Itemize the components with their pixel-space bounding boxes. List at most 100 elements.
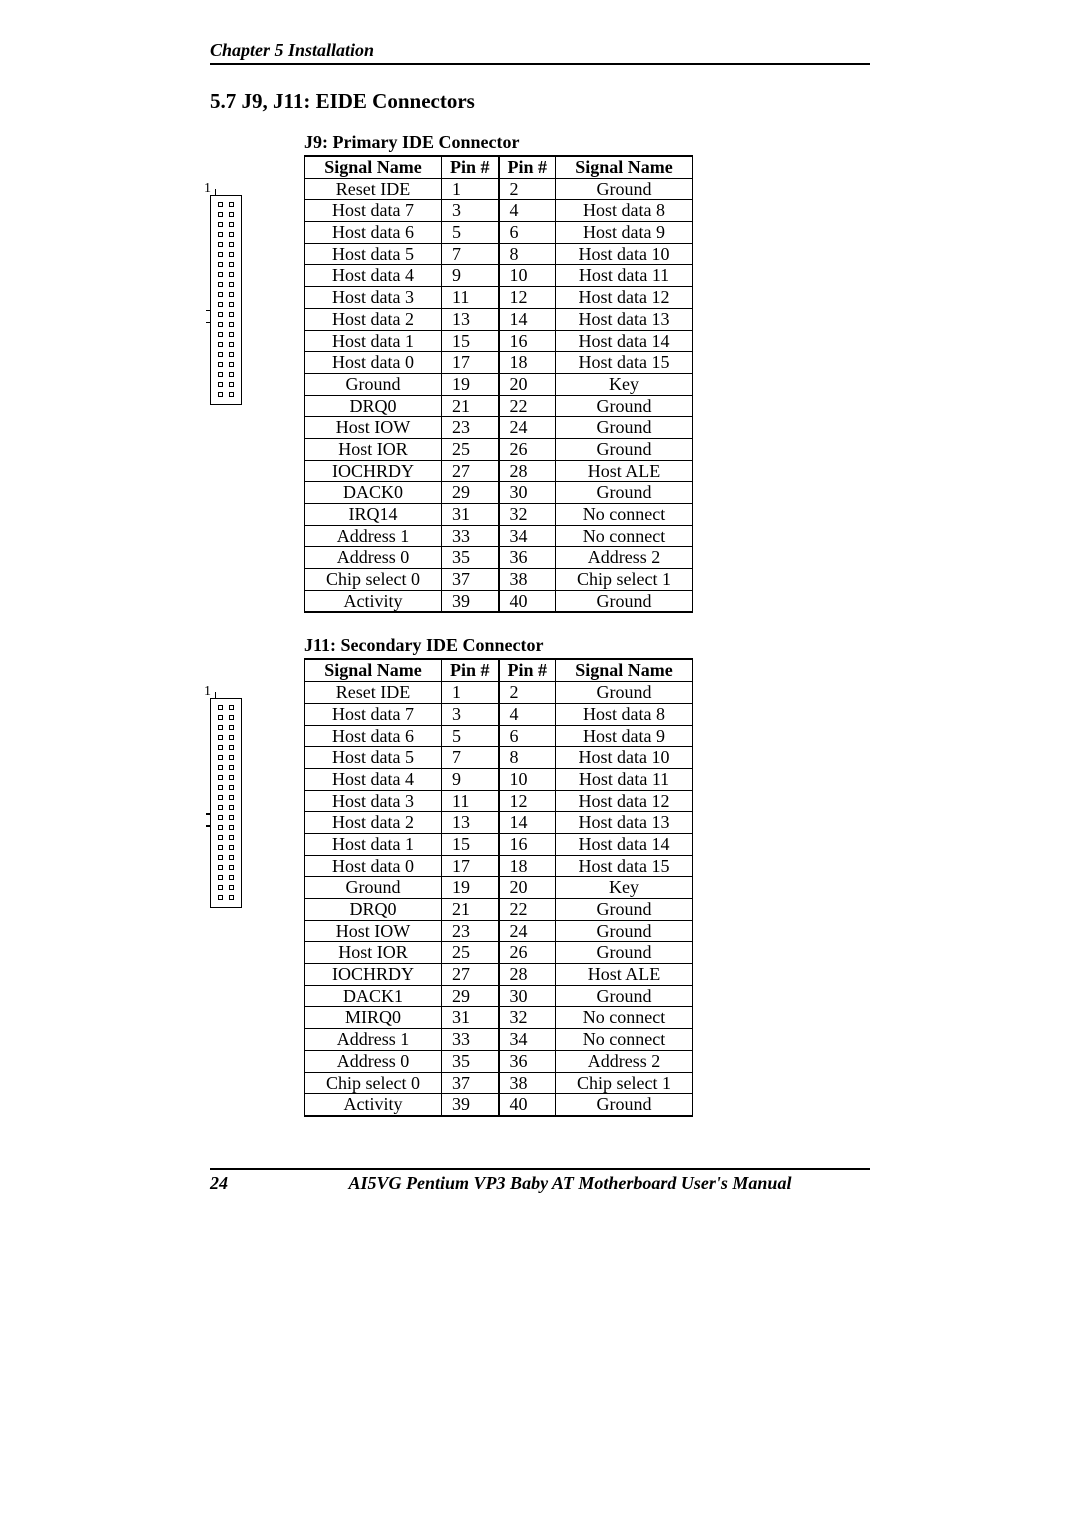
pin-icon	[218, 845, 223, 850]
pin-number-cell: 18	[499, 352, 556, 374]
signal-name-cell: Host IOR	[305, 438, 442, 460]
pin-number-cell: 25	[442, 438, 499, 460]
signal-name-cell: Ground	[305, 373, 442, 395]
table-row: Host data 4910Host data 11	[305, 768, 693, 790]
pin-number-cell: 38	[499, 1072, 556, 1094]
pin-row	[218, 202, 234, 207]
pin-icon	[218, 332, 223, 337]
table-row: Host data 21314Host data 13	[305, 308, 693, 330]
pin-icon	[229, 272, 234, 277]
table-row: Host data 578Host data 10	[305, 243, 693, 265]
pin-number-cell: 23	[442, 920, 499, 942]
pin-icon	[229, 382, 234, 387]
pin-number-cell: 17	[442, 352, 499, 374]
signal-name-cell: IRQ14	[305, 504, 442, 526]
pin-row	[218, 262, 234, 267]
pin-number-cell: 24	[499, 417, 556, 439]
signal-name-cell: Key	[556, 877, 693, 899]
signal-name-cell: Chip select 1	[556, 1072, 693, 1094]
pin-row	[218, 392, 234, 397]
pin-row	[218, 362, 234, 367]
page-footer: 24 AI5VG Pentium VP3 Baby AT Motherboard…	[210, 1168, 870, 1194]
pin-number-cell: 30	[499, 985, 556, 1007]
pin-icon	[218, 252, 223, 257]
tick-mark	[206, 813, 211, 814]
pin-icon	[218, 755, 223, 760]
signal-name-cell: Host data 1	[305, 330, 442, 352]
signal-name-cell: DRQ0	[305, 395, 442, 417]
pin-number-cell: 5	[442, 725, 499, 747]
j11-block: 1 Signal NamePin #Pin #Signal NameReset …	[210, 658, 870, 1116]
table-row: Chip select 03738Chip select 1	[305, 1072, 693, 1094]
table-row: Reset IDE12Ground	[305, 178, 693, 200]
section-title: 5.7 J9, J11: EIDE Connectors	[210, 89, 870, 114]
pin-number-cell: 36	[499, 1050, 556, 1072]
pin-row	[218, 232, 234, 237]
pin-number-cell: 39	[442, 590, 499, 612]
column-header: Pin #	[442, 156, 499, 178]
pin-number-cell: 22	[499, 899, 556, 921]
pin-number-cell: 28	[499, 964, 556, 986]
pin-icon	[229, 885, 234, 890]
pin-number-cell: 2	[499, 178, 556, 200]
pin-number-cell: 37	[442, 569, 499, 591]
pin-icon	[229, 242, 234, 247]
pin-icon	[229, 222, 234, 227]
pin-row	[218, 372, 234, 377]
pin-row	[218, 212, 234, 217]
pin-icon	[218, 715, 223, 720]
pin-row	[218, 282, 234, 287]
pin-number-cell: 26	[499, 438, 556, 460]
pin-icon	[229, 392, 234, 397]
table-row: Host data 21314Host data 13	[305, 812, 693, 834]
signal-name-cell: Address 2	[556, 547, 693, 569]
pin-row	[218, 705, 234, 710]
pin-number-cell: 28	[499, 460, 556, 482]
signal-name-cell: Ground	[305, 877, 442, 899]
table-row: Ground1920Key	[305, 877, 693, 899]
pin-icon	[218, 795, 223, 800]
pin-number-cell: 21	[442, 395, 499, 417]
pin-icon	[218, 775, 223, 780]
pin-number-cell: 30	[499, 482, 556, 504]
pin-number-cell: 22	[499, 395, 556, 417]
pin-number-cell: 37	[442, 1072, 499, 1094]
signal-name-cell: Host data 7	[305, 200, 442, 222]
pin-icon	[218, 302, 223, 307]
column-header: Pin #	[499, 659, 556, 681]
pin-number-cell: 33	[442, 525, 499, 547]
table-row: DRQ02122Ground	[305, 899, 693, 921]
signal-name-cell: Ground	[556, 942, 693, 964]
pin-row	[218, 895, 234, 900]
pin-number-cell: 21	[442, 899, 499, 921]
pin-number-cell: 14	[499, 812, 556, 834]
table-row: Host IOR2526Ground	[305, 942, 693, 964]
pin-icon	[229, 835, 234, 840]
tick-mark	[206, 310, 211, 311]
table-row: Address 03536Address 2	[305, 1050, 693, 1072]
pin-row	[218, 252, 234, 257]
pin-number-cell: 12	[499, 287, 556, 309]
pin-icon	[218, 232, 223, 237]
pin-number-cell: 1	[442, 178, 499, 200]
pin-number-cell: 14	[499, 308, 556, 330]
pin-icon	[229, 765, 234, 770]
pin-number-cell: 19	[442, 373, 499, 395]
table-row: Activity3940Ground	[305, 1094, 693, 1116]
column-header: Pin #	[499, 156, 556, 178]
pin-row	[218, 735, 234, 740]
signal-name-cell: Address 1	[305, 525, 442, 547]
signal-name-cell: Host data 12	[556, 790, 693, 812]
pin-number-cell: 39	[442, 1094, 499, 1116]
signal-name-cell: Host data 9	[556, 725, 693, 747]
pin-icon	[218, 875, 223, 880]
pin-number-cell: 31	[442, 1007, 499, 1029]
pin-icon	[229, 875, 234, 880]
pin-icon	[218, 342, 223, 347]
signal-name-cell: Host data 5	[305, 747, 442, 769]
signal-name-cell: Host data 8	[556, 703, 693, 725]
table-row: Ground1920Key	[305, 373, 693, 395]
signal-name-cell: Activity	[305, 1094, 442, 1116]
pin-number-cell: 33	[442, 1029, 499, 1051]
pin-number-cell: 27	[442, 460, 499, 482]
